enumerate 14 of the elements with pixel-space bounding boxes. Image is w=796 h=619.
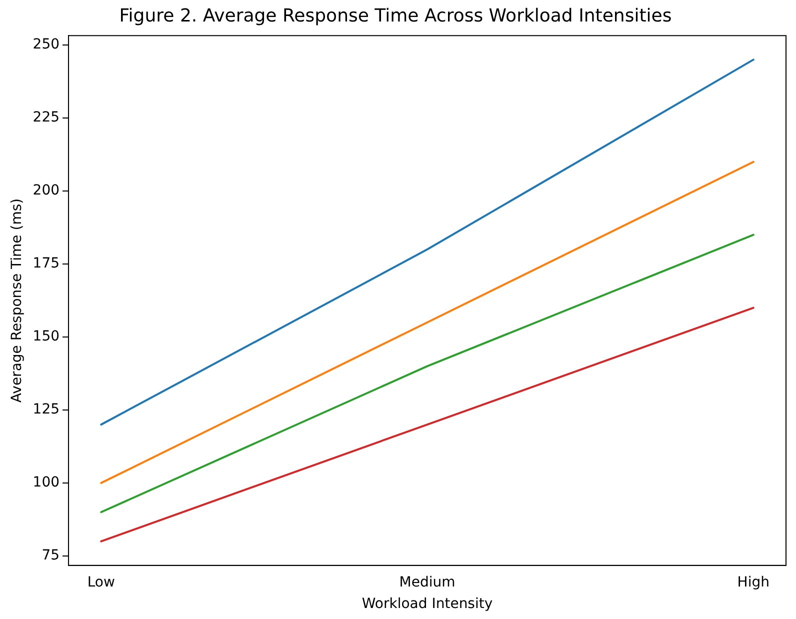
- y-tick-label: 75: [42, 548, 60, 564]
- y-tick-label: 100: [32, 474, 60, 491]
- x-tick-label: Medium: [399, 574, 456, 590]
- x-tick-label: High: [737, 574, 770, 590]
- y-tick-label: 250: [32, 36, 60, 53]
- y-axis-title: Average Response Time (ms): [9, 198, 26, 403]
- x-axis-title: Workload Intensity: [362, 596, 493, 612]
- y-tick-label: 200: [32, 182, 60, 199]
- y-tick-label: 175: [32, 256, 60, 272]
- chart-title: Figure 2. Average Response Time Across Workload Intensities: [119, 5, 672, 26]
- x-tick-label: Low: [87, 574, 115, 590]
- y-tick-label: 150: [32, 328, 60, 345]
- y-tick-label: 125: [32, 402, 60, 418]
- y-tick-label: 225: [32, 110, 60, 126]
